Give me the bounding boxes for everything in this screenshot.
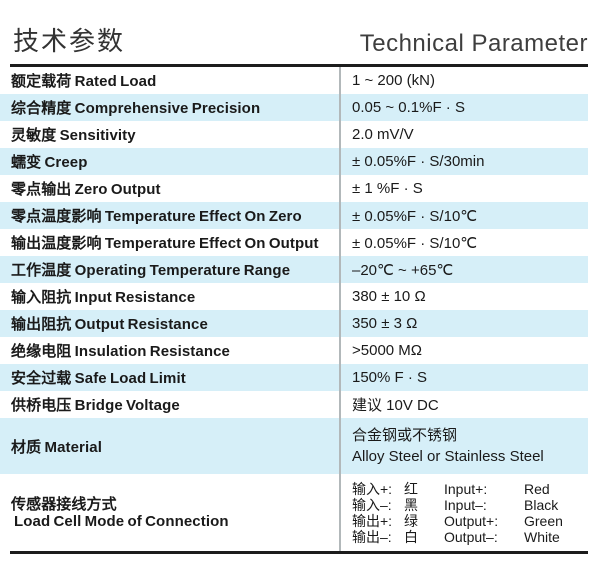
wiring-en-label: Input+: bbox=[444, 480, 488, 497]
material-value-en: Alloy Steel or Stainless Steel bbox=[352, 448, 544, 465]
param-value-connection: 输入+: 红 Input+: Red 输入–: 黑 Input–: Black … bbox=[339, 474, 588, 551]
param-value: ± 0.05%F · S/10℃ bbox=[339, 229, 588, 256]
param-value: 1 ~ 200 (kN) bbox=[339, 67, 588, 94]
param-label: 零点输出 Zero Output bbox=[11, 181, 161, 198]
wiring-en-color: Green bbox=[524, 512, 563, 529]
table-row: 工作温度 Operating Temperature Range –20℃ ~ … bbox=[0, 256, 588, 283]
wiring-en-label: Input–: bbox=[444, 496, 487, 513]
param-value: –20℃ ~ +65℃ bbox=[339, 256, 588, 283]
param-label: 零点温度影响 Temperature Effect On Zero bbox=[11, 208, 302, 225]
wiring-cn-color: 白 bbox=[404, 528, 418, 545]
table-row: 绝缘电阻 Insulation Resistance >5000 MΩ bbox=[0, 337, 588, 364]
wiring-cn-color: 黑 bbox=[404, 496, 418, 513]
wiring-cn-color: 绿 bbox=[404, 512, 418, 529]
wiring-en-color: White bbox=[524, 528, 560, 545]
param-label-connection: 传感器接线方式 Load Cell Mode of Connection bbox=[0, 474, 339, 551]
table-row: 额定载荷 Rated Load 1 ~ 200 (kN) bbox=[0, 67, 588, 94]
param-label: 安全过载 Safe Load Limit bbox=[11, 370, 186, 387]
table-row: 供桥电压 Bridge Voltage 建议 10V DC bbox=[0, 391, 588, 418]
param-value: >5000 MΩ bbox=[339, 337, 588, 364]
param-label: 蠕变 Creep bbox=[11, 154, 88, 171]
header-rule bbox=[10, 64, 588, 67]
param-label: 供桥电压 Bridge Voltage bbox=[11, 397, 180, 414]
table-row-connection: 传感器接线方式 Load Cell Mode of Connection 输入+… bbox=[0, 474, 588, 551]
wiring-en-label: Output–: bbox=[444, 528, 498, 545]
wiring-en-label: Output+: bbox=[444, 512, 499, 529]
param-label: 额定载荷 Rated Load bbox=[11, 73, 157, 90]
table-row-material: 材质 Material 合金钢或不锈钢 Alloy Steel or Stain… bbox=[0, 418, 588, 474]
param-value: ± 1 %F · S bbox=[339, 175, 588, 202]
param-value: 380 ± 10 Ω bbox=[339, 283, 588, 310]
param-label: 输入阻抗 Input Resistance bbox=[11, 289, 196, 306]
material-value: 合金钢或不锈钢 Alloy Steel or Stainless Steel bbox=[352, 419, 544, 473]
page-header: 技术参数 Technical Parameter bbox=[0, 0, 600, 64]
connection-label-cn: 传感器接线方式 bbox=[11, 495, 117, 513]
param-label: 综合精度 Comprehensive Precision bbox=[11, 100, 261, 117]
wiring-cn-label: 输入+: bbox=[352, 480, 393, 497]
footer-rule bbox=[10, 551, 588, 554]
wiring-cn-label: 输出+: bbox=[352, 512, 393, 529]
param-label: 工作温度 Operating Temperature Range bbox=[11, 262, 291, 279]
table-row: 零点输出 Zero Output ± 1 %F · S bbox=[0, 175, 588, 202]
wiring-cn-label: 输入–: bbox=[352, 496, 392, 513]
table-row: 输出阻抗 Output Resistance 350 ± 3 Ω bbox=[0, 310, 588, 337]
param-value-material: 合金钢或不锈钢 Alloy Steel or Stainless Steel bbox=[339, 418, 588, 474]
param-value: 0.05 ~ 0.1%F · S bbox=[339, 94, 588, 121]
table-row: 蠕变 Creep ± 0.05%F · S/30min bbox=[0, 148, 588, 175]
page-title-english: Technical Parameter bbox=[359, 30, 588, 57]
table-row: 安全过载 Safe Load Limit 150% F · S bbox=[0, 364, 588, 391]
table-row: 零点温度影响 Temperature Effect On Zero ± 0.05… bbox=[0, 202, 588, 229]
param-value: ± 0.05%F · S/30min bbox=[339, 148, 588, 175]
connection-label: 传感器接线方式 Load Cell Mode of Connection bbox=[11, 496, 229, 530]
wiring-cn-label: 输出–: bbox=[352, 528, 392, 545]
param-label: 绝缘电阻 Insulation Resistance bbox=[11, 343, 230, 360]
param-value: 150% F · S bbox=[339, 364, 588, 391]
param-label: 输出温度影响 Temperature Effect On Output bbox=[11, 235, 319, 252]
param-label: 输出阻抗 Output Resistance bbox=[11, 316, 208, 333]
connection-label-en: Load Cell Mode of Connection bbox=[14, 512, 229, 530]
wiring-table: 输入+: 红 Input+: Red 输入–: 黑 Input–: Black … bbox=[352, 475, 563, 551]
param-value: 350 ± 3 Ω bbox=[339, 310, 588, 337]
parameter-table: 额定载荷 Rated Load 1 ~ 200 (kN) 综合精度 Compre… bbox=[0, 67, 588, 551]
param-label: 材质 Material bbox=[11, 438, 102, 456]
wiring-cn-color: 红 bbox=[404, 480, 418, 497]
table-row: 综合精度 Comprehensive Precision 0.05 ~ 0.1%… bbox=[0, 94, 588, 121]
param-label: 灵敏度 Sensitivity bbox=[11, 127, 136, 144]
wiring-en-color: Red bbox=[524, 480, 550, 497]
material-value-cn: 合金钢或不锈钢 bbox=[352, 427, 458, 444]
param-value: ± 0.05%F · S/10℃ bbox=[339, 202, 588, 229]
page-title-chinese: 技术参数 bbox=[13, 26, 126, 56]
param-value: 2.0 mV/V bbox=[339, 121, 588, 148]
wiring-en-color: Black bbox=[524, 496, 559, 513]
table-row: 输出温度影响 Temperature Effect On Output ± 0.… bbox=[0, 229, 588, 256]
table-row: 输入阻抗 Input Resistance 380 ± 10 Ω bbox=[0, 283, 588, 310]
param-value: 建议 10V DC bbox=[339, 391, 588, 418]
table-row: 灵敏度 Sensitivity 2.0 mV/V bbox=[0, 121, 588, 148]
